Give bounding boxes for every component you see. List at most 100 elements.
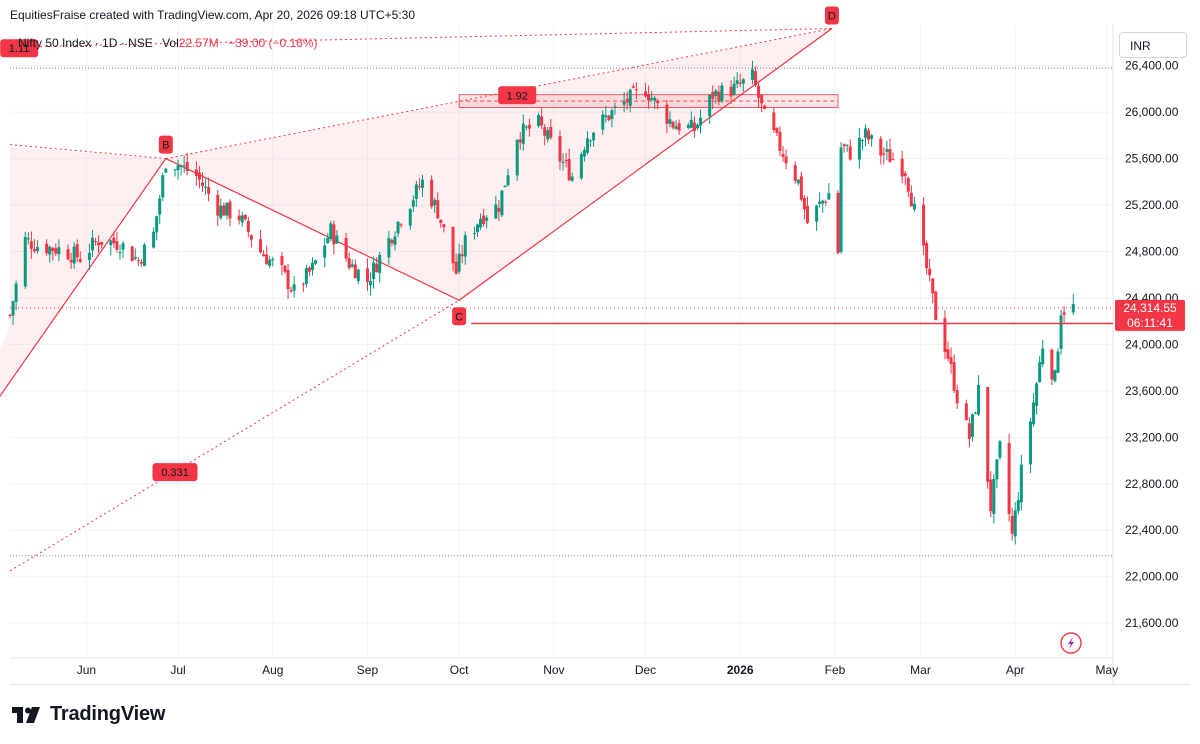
candle: [26, 232, 30, 245]
candle: [695, 123, 699, 131]
candle: [506, 168, 510, 187]
candle-body: [836, 192, 840, 254]
candle: [922, 197, 926, 255]
candle-body: [121, 243, 125, 250]
candle-body: [839, 147, 843, 252]
candle: [207, 177, 211, 202]
time-tick-label: Apr: [1006, 663, 1025, 677]
candle-body: [66, 249, 70, 260]
ratio-label: 0.331: [152, 463, 198, 482]
currency-selector[interactable]: INR: [1119, 32, 1187, 58]
candle-body: [1032, 402, 1036, 425]
candle-body: [57, 247, 61, 255]
candle: [1059, 309, 1063, 355]
candle: [130, 245, 134, 262]
candle-body: [906, 177, 910, 192]
price-tick-label: 26,400.00: [1125, 59, 1179, 73]
candle: [243, 214, 247, 221]
candle-body: [243, 215, 247, 220]
candle-body: [1013, 510, 1017, 537]
candle: [845, 144, 849, 152]
symbol-title[interactable]: Nifty 50 Index · 1D · NSE: [18, 36, 153, 50]
candle: [249, 234, 253, 248]
candle-body: [369, 280, 373, 286]
candle: [182, 155, 186, 173]
brand-name: TradingView: [50, 703, 166, 725]
candle: [197, 165, 201, 189]
candle: [48, 245, 52, 263]
ratio-label-box: [0, 39, 39, 58]
candle-body: [695, 125, 699, 129]
candle-body: [689, 119, 693, 128]
candle: [634, 82, 638, 99]
price-tick-label: 25,200.00: [1125, 198, 1179, 212]
candle: [799, 171, 803, 202]
candle: [222, 202, 226, 216]
candle-body: [912, 203, 916, 210]
candle-body: [977, 384, 981, 415]
time-axis[interactable]: Jun Jul Aug Sep Oct Nov Dec 2026 Feb Mar Apr May: [77, 663, 1119, 677]
candle-body: [228, 201, 232, 219]
candle-body: [29, 241, 33, 249]
candle: [689, 111, 693, 129]
candle-body: [265, 254, 269, 265]
candle-body: [882, 153, 886, 155]
candle: [857, 127, 861, 169]
lightning-icon[interactable]: [1060, 632, 1082, 654]
candle-body: [738, 82, 742, 84]
candle-body: [433, 199, 437, 206]
candle: [78, 251, 82, 264]
candle-body: [161, 175, 165, 198]
ratio-line: [165, 27, 832, 160]
candle: [310, 257, 314, 276]
candle: [173, 169, 177, 177]
candle-body: [240, 215, 244, 223]
candle: [375, 257, 379, 273]
candle: [66, 244, 70, 261]
candle: [882, 147, 886, 165]
price-axis[interactable]: 21,600.00 22,000.00 22,400.00 22,800.00 23,2…: [1125, 59, 1179, 631]
candle: [326, 233, 330, 244]
candle-body: [335, 235, 339, 244]
candle: [754, 66, 758, 87]
symbol-legend: Nifty 50 Index · 1D · NSE Vol22.57M −39.…: [18, 36, 318, 50]
candle-body: [207, 186, 211, 194]
candle-body: [589, 140, 593, 142]
candle: [301, 282, 305, 293]
candle-body: [692, 122, 696, 132]
time-tick-label: Mar: [910, 663, 931, 677]
candle: [720, 82, 724, 104]
candle-body: [986, 386, 990, 482]
candle-body: [772, 112, 776, 130]
ratio-label: 1.92: [498, 86, 537, 105]
candle: [292, 276, 296, 298]
candle-body: [925, 243, 929, 269]
candle-body: [262, 254, 266, 257]
candle: [967, 417, 971, 448]
candle: [931, 278, 935, 304]
candle: [158, 194, 162, 225]
pattern-legs: [0, 27, 833, 398]
candle-body: [949, 357, 953, 364]
candle-body: [460, 254, 464, 256]
candle: [821, 199, 825, 213]
candle: [518, 132, 522, 150]
candle-body: [708, 94, 712, 117]
candle: [760, 94, 764, 113]
candle: [240, 211, 244, 227]
candle-body: [546, 130, 550, 140]
candle: [1062, 306, 1066, 323]
candle-body: [518, 139, 522, 143]
candle: [11, 300, 15, 325]
candle: [674, 120, 678, 130]
point-c-label-box: [452, 307, 467, 326]
tradingview-brand[interactable]: TradingView: [12, 703, 165, 726]
candle: [164, 167, 168, 174]
tradingview-logo-icon: [12, 706, 40, 723]
point-c-label-text: C: [455, 311, 463, 323]
ratio-label-box: [152, 463, 198, 482]
candle-body: [934, 291, 938, 321]
candle: [653, 96, 657, 110]
candle: [735, 71, 739, 89]
